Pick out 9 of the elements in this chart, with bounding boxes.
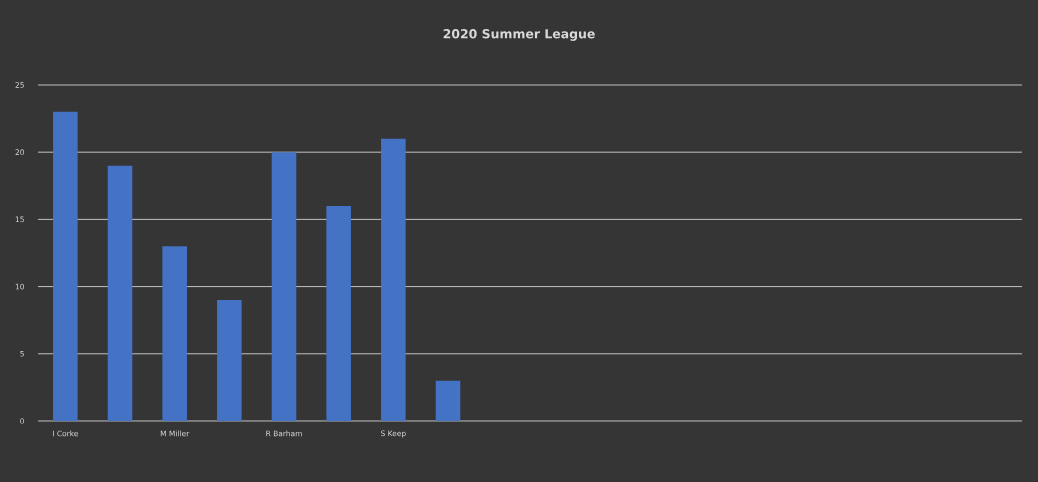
bar [271, 152, 297, 421]
bar [217, 300, 242, 421]
chart-title: 2020 Summer League [443, 29, 595, 41]
bar [107, 165, 133, 421]
bar [381, 138, 406, 421]
bar [162, 246, 187, 421]
bar [326, 205, 351, 421]
bar [53, 111, 78, 421]
bar [435, 380, 461, 421]
